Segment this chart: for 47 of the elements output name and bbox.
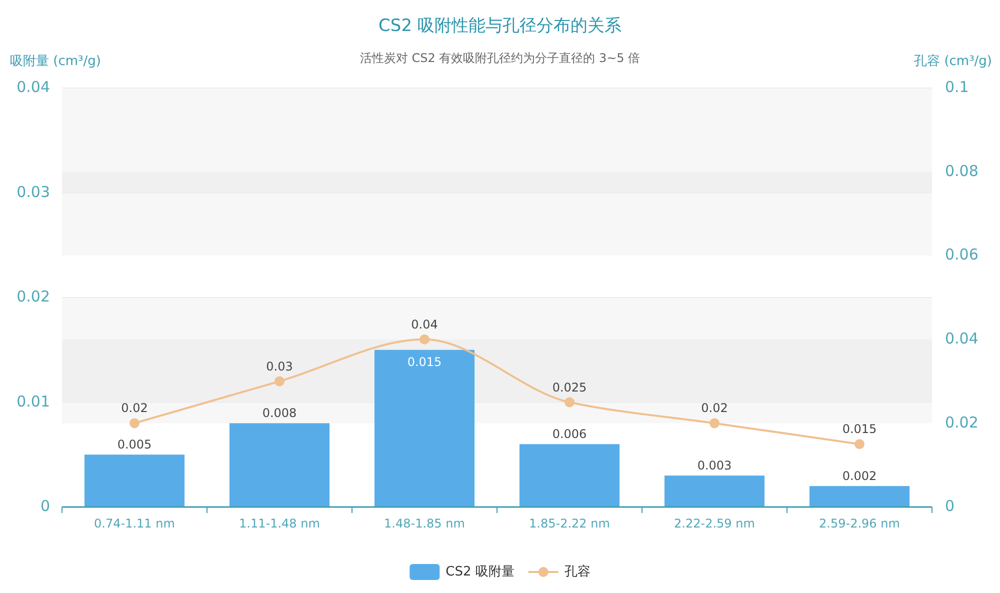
chart-title: CS2 吸附性能与孔径分布的关系 (378, 16, 622, 36)
bar (519, 444, 620, 507)
y-axis-title: 吸附量 (cm³/g) (10, 54, 101, 69)
data-label: 0.008 (262, 406, 297, 420)
legend-label: CS2 吸附量 (446, 564, 514, 580)
x-tick-label: 2.22-2.59 nm (674, 516, 755, 530)
legend-label: 孔容 (564, 564, 590, 580)
y2-tick-label: 0.04 (945, 329, 978, 348)
x-tick-label: 1.48-1.85 nm (384, 516, 465, 530)
y-tick-label: 0.02 (16, 288, 50, 306)
point (854, 439, 864, 450)
y2-tick-label: 0.06 (945, 246, 978, 264)
data-label: 0.003 (697, 458, 732, 473)
x-tick-label: 0.74-1.11 nm (94, 516, 175, 530)
data-label: 0.015 (842, 422, 877, 436)
data-label: 0.006 (552, 427, 587, 442)
point (564, 397, 574, 408)
y2-tick-label: 0.02 (945, 413, 978, 432)
x-tick-label: 1.85-2.22 nm (529, 516, 610, 530)
bar (374, 350, 475, 507)
data-label: 0.02 (121, 401, 148, 416)
y2-tick-label: 0.08 (945, 162, 978, 180)
data-label: 0.005 (117, 438, 152, 452)
y2-tick-label: 0.1 (945, 78, 969, 96)
x-tick-label: 2.59-2.96 nm (819, 516, 900, 530)
bar (664, 476, 765, 507)
y-tick-label: 0 (40, 497, 50, 516)
data-label: 0.02 (701, 401, 728, 416)
y-tick-label: 0.01 (16, 392, 50, 410)
y-tick-label: 0.04 (16, 78, 50, 96)
bar (229, 423, 330, 507)
point (420, 334, 430, 344)
bar (84, 454, 185, 507)
data-label: 0.04 (411, 317, 438, 332)
chart-subtitle: 活性炭对 CS2 有效吸附孔径约为分子直径的 3~5 倍 (360, 51, 640, 65)
y2-axis-title: 孔容 (cm³/g) (914, 53, 992, 69)
data-label: 0.025 (552, 380, 587, 394)
point (274, 376, 284, 386)
y2-tick-label: 0 (945, 497, 955, 516)
point (130, 418, 140, 428)
point (710, 418, 720, 428)
data-label: 0.03 (266, 359, 293, 374)
y-tick-label: 0.03 (16, 182, 50, 201)
x-tick-label: 1.11-1.48 nm (239, 516, 320, 530)
data-label: 0.015 (407, 354, 442, 369)
data-label: 0.002 (842, 469, 877, 484)
bar (809, 486, 910, 507)
